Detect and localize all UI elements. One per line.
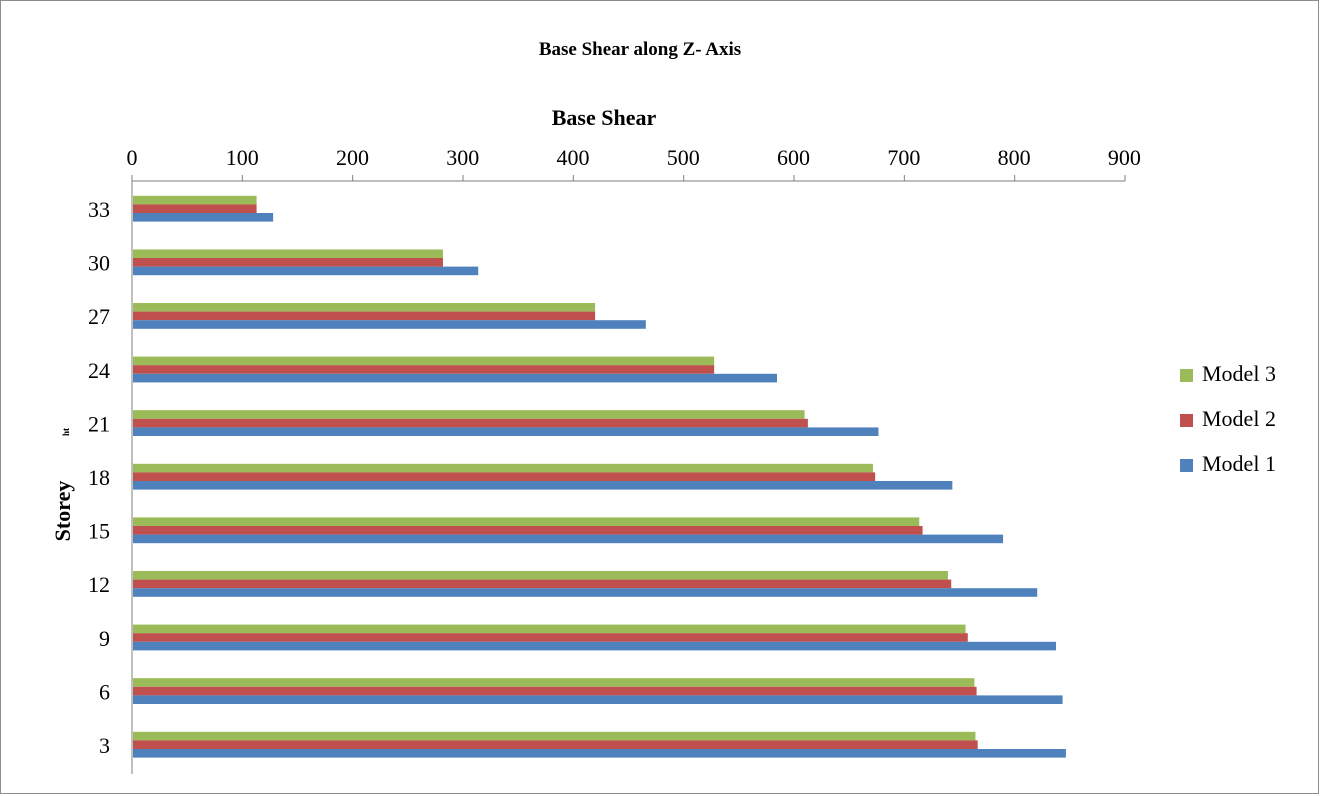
x-tick-label: 500 [667,145,700,170]
x-axis-title: Base Shear [552,105,657,130]
legend-label: Model 3 [1202,361,1276,386]
bar-model-3 [133,303,596,312]
bar-model-3 [133,731,976,741]
x-tick-label: 800 [998,145,1031,170]
y-tick-label: 3 [99,733,110,758]
chart-title: Base Shear along Z- Axis [539,39,741,60]
bar-model-1 [133,641,1056,651]
y-axis-stray-label: ht [61,428,71,436]
bars [133,195,1066,758]
bar-model-3 [133,624,966,634]
y-tick-label: 27 [88,304,110,329]
x-tick-label: 600 [777,145,810,170]
y-tick-label: 30 [88,251,110,276]
bar-model-1 [133,266,479,276]
x-tick-label: 0 [127,145,138,170]
bar-model-2 [133,526,923,535]
bar-model-2 [133,579,952,589]
y-tick-label: 18 [88,465,110,490]
axes [131,175,1126,774]
bar-model-3 [133,463,873,473]
x-tick-label: 400 [557,145,590,170]
bar-model-2 [133,311,596,321]
bar-model-2 [133,686,977,696]
bar-model-1 [133,481,953,490]
y-axis-title: Storey [50,481,75,542]
bar-model-2 [133,204,257,213]
bar-model-3 [133,678,975,687]
bar-model-3 [133,517,920,526]
x-tick-label: 900 [1108,145,1141,170]
x-tick-label: 200 [336,145,369,170]
bar-model-1 [133,427,879,436]
bar-model-2 [133,633,968,642]
x-tick-label: 100 [226,145,259,170]
bar-model-3 [133,356,715,366]
bar-model-3 [133,195,257,205]
bar-model-1 [133,534,1004,544]
y-tick-label: 33 [88,197,110,222]
legend-swatch [1180,369,1193,382]
bar-model-1 [133,588,1038,597]
bar-model-3 [133,249,443,258]
bar-model-3 [133,410,805,419]
y-tick-label: 9 [99,626,110,651]
y-tick-label: 15 [88,519,110,544]
y-tick-label: 12 [88,572,110,597]
legend-label: Model 2 [1202,406,1276,431]
legend-swatch [1180,459,1193,472]
bar-model-1 [133,749,1066,758]
y-tick-labels: 33 30 27 24 21 18 15 12 9 6 3 [88,197,110,758]
y-tick-label: 24 [88,358,110,383]
bar-model-2 [133,258,443,267]
y-tick-label: 21 [88,411,110,436]
bar-model-1 [133,320,646,329]
x-tick-label: 700 [887,145,920,170]
bar-model-1 [133,373,778,383]
x-tick-label: 300 [446,145,479,170]
bar-model-2 [133,418,808,428]
bar-model-2 [133,365,715,374]
legend-label: Model 1 [1202,451,1276,476]
bar-model-1 [133,695,1063,704]
legend-swatch [1180,414,1193,427]
bar-model-2 [133,472,876,481]
x-tick-labels: 0 100 200 300 400 500 600 700 800 900 [127,145,1141,170]
bar-model-3 [133,571,948,580]
legend: Model 3 Model 2 Model 1 [1180,361,1276,476]
y-tick-label: 6 [99,679,110,704]
bar-model-2 [133,740,978,749]
bar-model-1 [133,213,274,222]
